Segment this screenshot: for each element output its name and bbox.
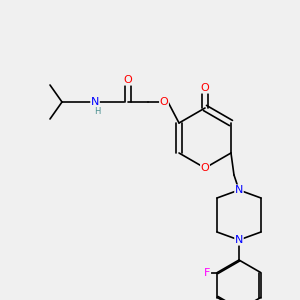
Text: O: O <box>201 83 209 93</box>
Text: N: N <box>235 235 243 245</box>
Text: N: N <box>235 185 243 195</box>
Text: F: F <box>204 268 211 278</box>
Text: O: O <box>160 97 168 107</box>
Text: H: H <box>94 106 100 116</box>
Text: N: N <box>91 97 99 107</box>
Text: O: O <box>124 75 132 85</box>
Text: O: O <box>201 163 209 173</box>
